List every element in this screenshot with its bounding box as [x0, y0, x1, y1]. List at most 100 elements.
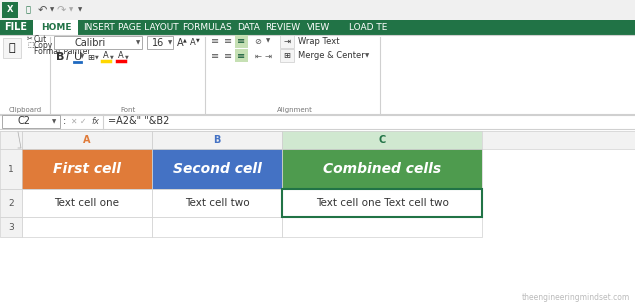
Bar	[0, 0, 635, 21]
Bar	[147, 36, 173, 49]
Bar	[282, 149, 482, 189]
Text: ≡: ≡	[224, 36, 232, 46]
Bar	[280, 35, 294, 48]
Text: PAGE LAYOUT: PAGE LAYOUT	[117, 23, 178, 32]
Bar	[22, 149, 152, 189]
Text: Combined cells: Combined cells	[323, 162, 441, 176]
Bar	[282, 189, 482, 217]
Text: ▼: ▼	[80, 54, 84, 59]
Text: C2: C2	[18, 117, 30, 126]
Text: =A2&" "&B2: =A2&" "&B2	[108, 117, 170, 126]
Text: I: I	[66, 52, 69, 62]
Text: Text cell one: Text cell one	[55, 198, 119, 208]
Text: ▼: ▼	[52, 119, 56, 124]
Text: A: A	[83, 135, 91, 145]
Text: Second cell: Second cell	[173, 162, 262, 176]
Text: ≡: ≡	[237, 51, 245, 61]
Bar	[54, 36, 142, 49]
Text: ⊞: ⊞	[88, 53, 95, 62]
Bar	[152, 131, 282, 149]
Text: U: U	[74, 52, 82, 62]
Text: ≡: ≡	[224, 51, 232, 61]
Text: fx: fx	[91, 117, 99, 126]
Text: ▼: ▼	[69, 8, 73, 13]
Text: :: :	[64, 117, 67, 126]
Bar	[235, 49, 248, 62]
Text: 1: 1	[8, 165, 14, 174]
Text: ⇤: ⇤	[255, 51, 262, 61]
Bar	[282, 131, 482, 149]
Bar	[152, 149, 282, 189]
Text: ▼: ▼	[266, 39, 270, 43]
Text: A: A	[177, 38, 184, 47]
Text: Clipboard: Clipboard	[8, 107, 41, 113]
Text: ✂: ✂	[27, 36, 33, 42]
Text: Wrap Text: Wrap Text	[298, 36, 340, 46]
Text: ≡: ≡	[211, 36, 219, 46]
Text: ▼: ▼	[168, 40, 172, 45]
Bar	[2, 115, 60, 128]
Text: A: A	[118, 51, 124, 61]
Text: FILE: FILE	[4, 23, 27, 32]
Text: B: B	[56, 52, 64, 62]
Bar	[0, 149, 22, 189]
Bar	[235, 35, 248, 48]
Text: C: C	[378, 135, 385, 145]
Text: Font: Font	[121, 107, 136, 113]
Text: INSERT: INSERT	[83, 23, 115, 32]
Bar	[152, 217, 282, 237]
Text: ▼: ▼	[196, 38, 200, 43]
Bar	[0, 131, 22, 149]
Text: ⊞: ⊞	[283, 51, 290, 61]
Text: 🖫: 🖫	[25, 6, 30, 14]
Bar	[282, 217, 482, 237]
Text: Alignment: Alignment	[277, 107, 313, 113]
Text: Merge & Center: Merge & Center	[298, 51, 364, 61]
Text: 📋: 📋	[9, 43, 15, 53]
Bar	[22, 149, 152, 189]
Text: Text cell one Text cell two: Text cell one Text cell two	[316, 198, 448, 208]
Text: Copy: Copy	[34, 40, 53, 50]
Text: X: X	[7, 6, 13, 14]
Bar	[482, 149, 635, 237]
Bar	[0, 131, 635, 149]
Text: REVIEW: REVIEW	[265, 23, 300, 32]
Bar	[2, 2, 18, 18]
Text: ▼: ▼	[50, 8, 54, 13]
Text: B: B	[213, 135, 221, 145]
Bar	[22, 189, 152, 217]
Bar	[280, 49, 294, 62]
Bar	[0, 114, 635, 129]
Text: FORMULAS: FORMULAS	[182, 23, 232, 32]
Bar	[0, 217, 22, 237]
Text: LOAD TE: LOAD TE	[349, 23, 387, 32]
Bar	[33, 20, 78, 35]
Text: theengineeringmindset.com: theengineeringmindset.com	[522, 293, 630, 302]
Text: Format Painter: Format Painter	[34, 47, 91, 55]
Text: ▼: ▼	[78, 8, 82, 13]
Bar	[0, 189, 22, 217]
Text: 3: 3	[8, 222, 14, 232]
Text: ⊘: ⊘	[255, 36, 262, 46]
Text: ⇥: ⇥	[265, 51, 272, 61]
Bar	[0, 20, 32, 35]
Text: 2: 2	[8, 199, 14, 207]
Bar	[0, 20, 635, 35]
Text: ✕: ✕	[70, 117, 76, 126]
Text: ✓: ✓	[80, 117, 86, 126]
Bar	[282, 131, 482, 149]
Bar	[152, 189, 282, 217]
Text: ≡: ≡	[237, 51, 245, 61]
Bar	[282, 149, 482, 189]
Text: ▼: ▼	[365, 54, 369, 58]
Text: ▼: ▼	[125, 54, 129, 59]
Text: 16: 16	[152, 38, 164, 47]
Text: ≡: ≡	[237, 36, 245, 46]
Bar	[3, 38, 21, 58]
Text: ↶: ↶	[37, 5, 47, 15]
Text: ▼: ▼	[110, 54, 114, 59]
Text: ▼: ▼	[136, 40, 140, 45]
Bar	[282, 189, 482, 217]
Bar	[0, 129, 635, 306]
Text: ▲: ▲	[183, 38, 187, 43]
